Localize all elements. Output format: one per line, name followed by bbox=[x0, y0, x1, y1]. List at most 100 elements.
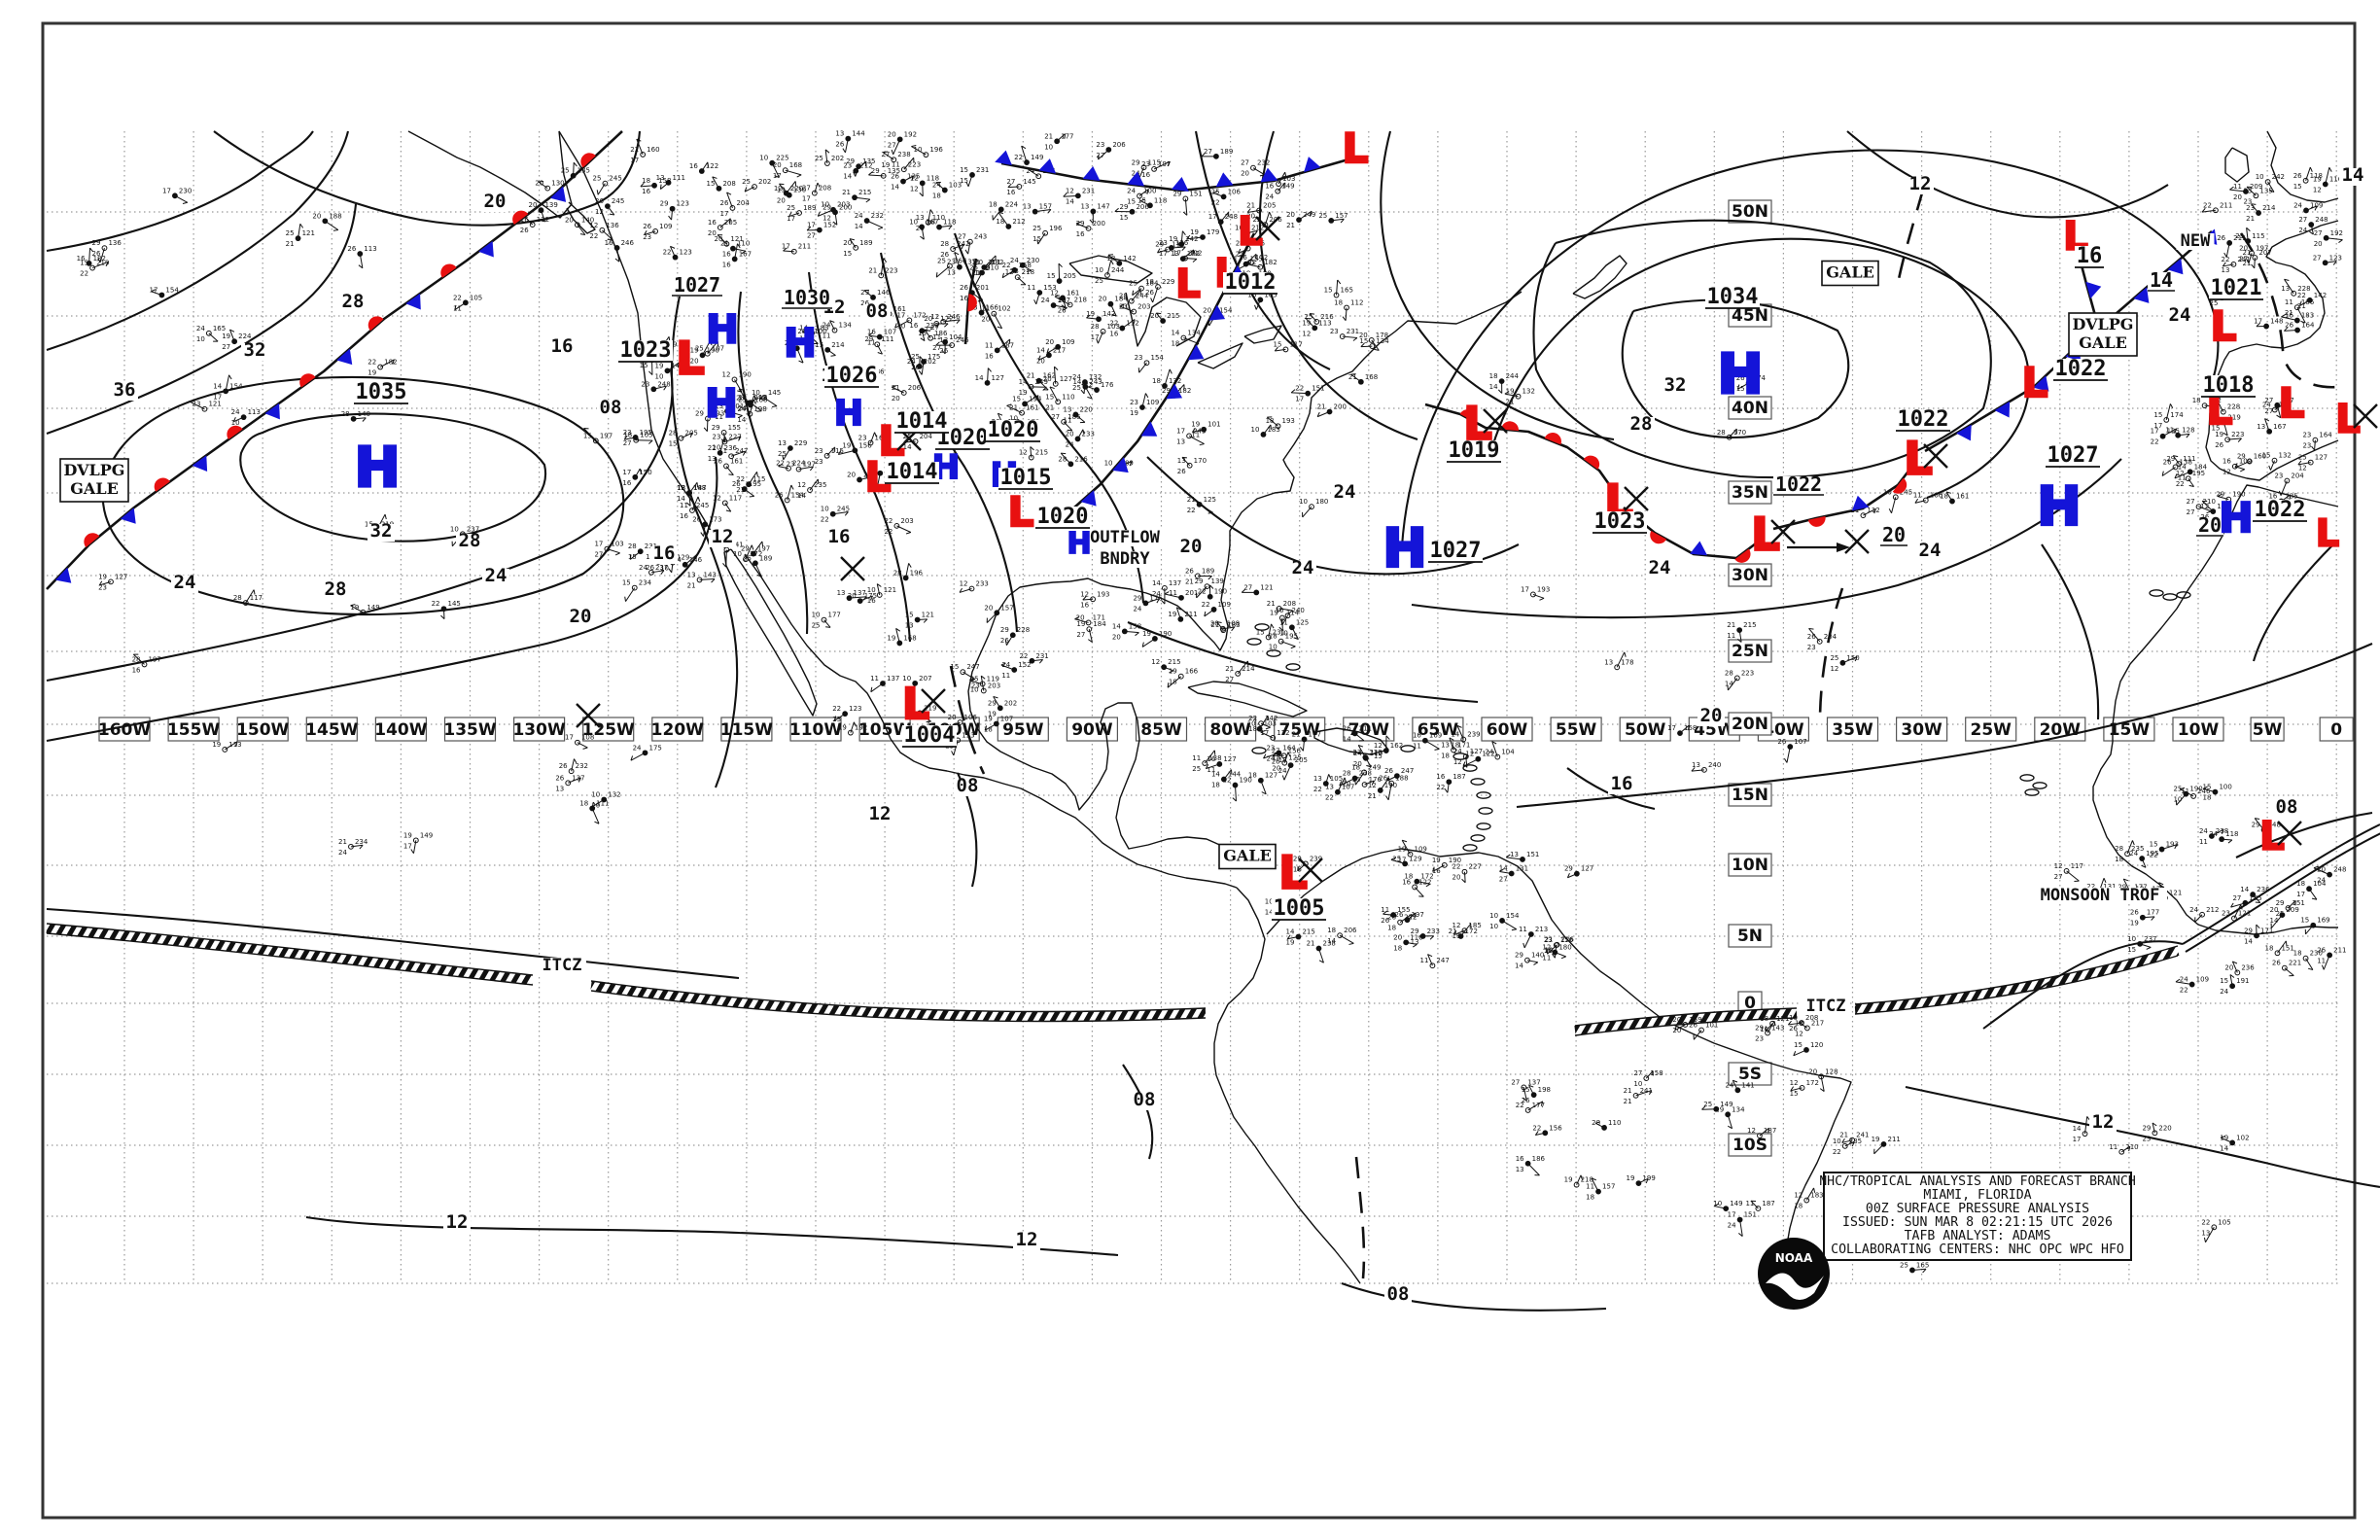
svg-text:19: 19 bbox=[887, 634, 895, 642]
svg-text:136: 136 bbox=[108, 239, 122, 247]
svg-text:24: 24 bbox=[1334, 481, 1356, 503]
lon-label: 85W bbox=[1135, 717, 1188, 742]
svg-text:18: 18 bbox=[1586, 1194, 1594, 1202]
svg-text:1027: 1027 bbox=[1430, 539, 1482, 563]
svg-text:40W: 40W bbox=[1763, 720, 1804, 740]
station-plot: 29 111 bbox=[2166, 455, 2196, 467]
svg-text:25: 25 bbox=[286, 229, 295, 237]
svg-text:14: 14 bbox=[1072, 378, 1081, 386]
svg-text:121: 121 bbox=[2238, 910, 2251, 918]
svg-text:14: 14 bbox=[2240, 886, 2249, 893]
svg-text:29: 29 bbox=[846, 158, 855, 165]
svg-text:193: 193 bbox=[1537, 585, 1550, 593]
svg-text:105W: 105W bbox=[858, 720, 911, 740]
svg-text:135: 135 bbox=[578, 167, 590, 175]
svg-text:107: 107 bbox=[884, 329, 896, 336]
svg-text:19: 19 bbox=[984, 715, 993, 722]
svg-text:14: 14 bbox=[1112, 622, 1121, 630]
svg-text:19: 19 bbox=[1432, 857, 1441, 864]
svg-text:H: H bbox=[706, 307, 738, 352]
svg-text:20: 20 bbox=[591, 801, 600, 809]
svg-text:21: 21 bbox=[1286, 222, 1295, 229]
svg-text:107: 107 bbox=[1794, 738, 1806, 746]
svg-text:10: 10 bbox=[812, 612, 821, 619]
svg-text:22: 22 bbox=[821, 516, 829, 524]
svg-text:201: 201 bbox=[988, 259, 1000, 266]
svg-text:13: 13 bbox=[2201, 1229, 2210, 1237]
svg-text:12: 12 bbox=[589, 222, 598, 229]
lon-label: 80W bbox=[1204, 717, 1257, 742]
svg-text:22: 22 bbox=[80, 270, 88, 278]
svg-text:197: 197 bbox=[1158, 160, 1171, 168]
svg-text:175: 175 bbox=[928, 353, 940, 361]
svg-text:224: 224 bbox=[792, 460, 806, 468]
svg-text:26: 26 bbox=[1343, 724, 1351, 732]
svg-text:55W: 55W bbox=[1556, 720, 1597, 740]
svg-text:12: 12 bbox=[2054, 862, 2063, 870]
station-plot: 27 186 bbox=[1051, 413, 1081, 432]
svg-text:L: L bbox=[676, 332, 704, 385]
svg-text:23: 23 bbox=[815, 447, 823, 455]
svg-text:168: 168 bbox=[789, 161, 802, 169]
svg-text:100: 100 bbox=[814, 328, 826, 335]
station-plot: 27 137 bbox=[1511, 1078, 1541, 1102]
svg-text:227: 227 bbox=[728, 433, 741, 440]
svg-text:25: 25 bbox=[787, 204, 795, 212]
svg-text:14: 14 bbox=[1152, 579, 1161, 587]
svg-text:29: 29 bbox=[1755, 1024, 1764, 1032]
svg-text:196: 196 bbox=[1049, 225, 1063, 232]
lon-label: 90W bbox=[1066, 717, 1119, 742]
svg-text:L: L bbox=[2211, 302, 2237, 350]
svg-text:202: 202 bbox=[1004, 699, 1017, 707]
svg-text:20: 20 bbox=[714, 235, 722, 243]
station-plot: 19 156 bbox=[837, 441, 872, 455]
station-plot: 18 112 bbox=[1334, 298, 1363, 321]
svg-text:180: 180 bbox=[1315, 498, 1328, 506]
svg-text:14: 14 bbox=[1286, 928, 1295, 936]
svg-text:12: 12 bbox=[869, 803, 892, 824]
svg-text:10: 10 bbox=[1247, 720, 1256, 728]
svg-text:186: 186 bbox=[1532, 1155, 1546, 1163]
svg-text:130: 130 bbox=[551, 180, 564, 188]
svg-text:148: 148 bbox=[2270, 318, 2283, 326]
svg-text:189: 189 bbox=[1202, 567, 1214, 575]
lon-label: 25W bbox=[1965, 717, 2017, 742]
svg-text:23: 23 bbox=[1119, 303, 1128, 311]
svg-text:24: 24 bbox=[639, 564, 648, 572]
svg-text:211: 211 bbox=[798, 243, 811, 251]
svg-text:10: 10 bbox=[450, 525, 459, 533]
svg-text:29: 29 bbox=[1155, 241, 1164, 249]
svg-text:16: 16 bbox=[2285, 312, 2293, 320]
svg-text:26: 26 bbox=[692, 515, 701, 523]
svg-text:15: 15 bbox=[707, 180, 716, 188]
svg-text:18: 18 bbox=[1334, 298, 1343, 306]
svg-text:16: 16 bbox=[1006, 189, 1015, 196]
lat-label: 15N bbox=[1728, 783, 1772, 807]
svg-text:21: 21 bbox=[2246, 215, 2255, 223]
svg-text:28: 28 bbox=[341, 410, 350, 418]
pressure-centers: H1035HHHH1026H1020H1020H1020H1027H1034H1… bbox=[353, 123, 2378, 921]
station-plot: 22 224 bbox=[776, 460, 806, 472]
svg-text:16: 16 bbox=[828, 526, 851, 547]
svg-text:20: 20 bbox=[1246, 213, 1255, 221]
svg-text:GALE: GALE bbox=[70, 479, 119, 498]
svg-text:40N: 40N bbox=[1732, 399, 1768, 418]
svg-text:19: 19 bbox=[690, 346, 699, 354]
svg-text:16: 16 bbox=[1080, 601, 1089, 609]
station-plot: 13 240 bbox=[1691, 761, 1721, 773]
